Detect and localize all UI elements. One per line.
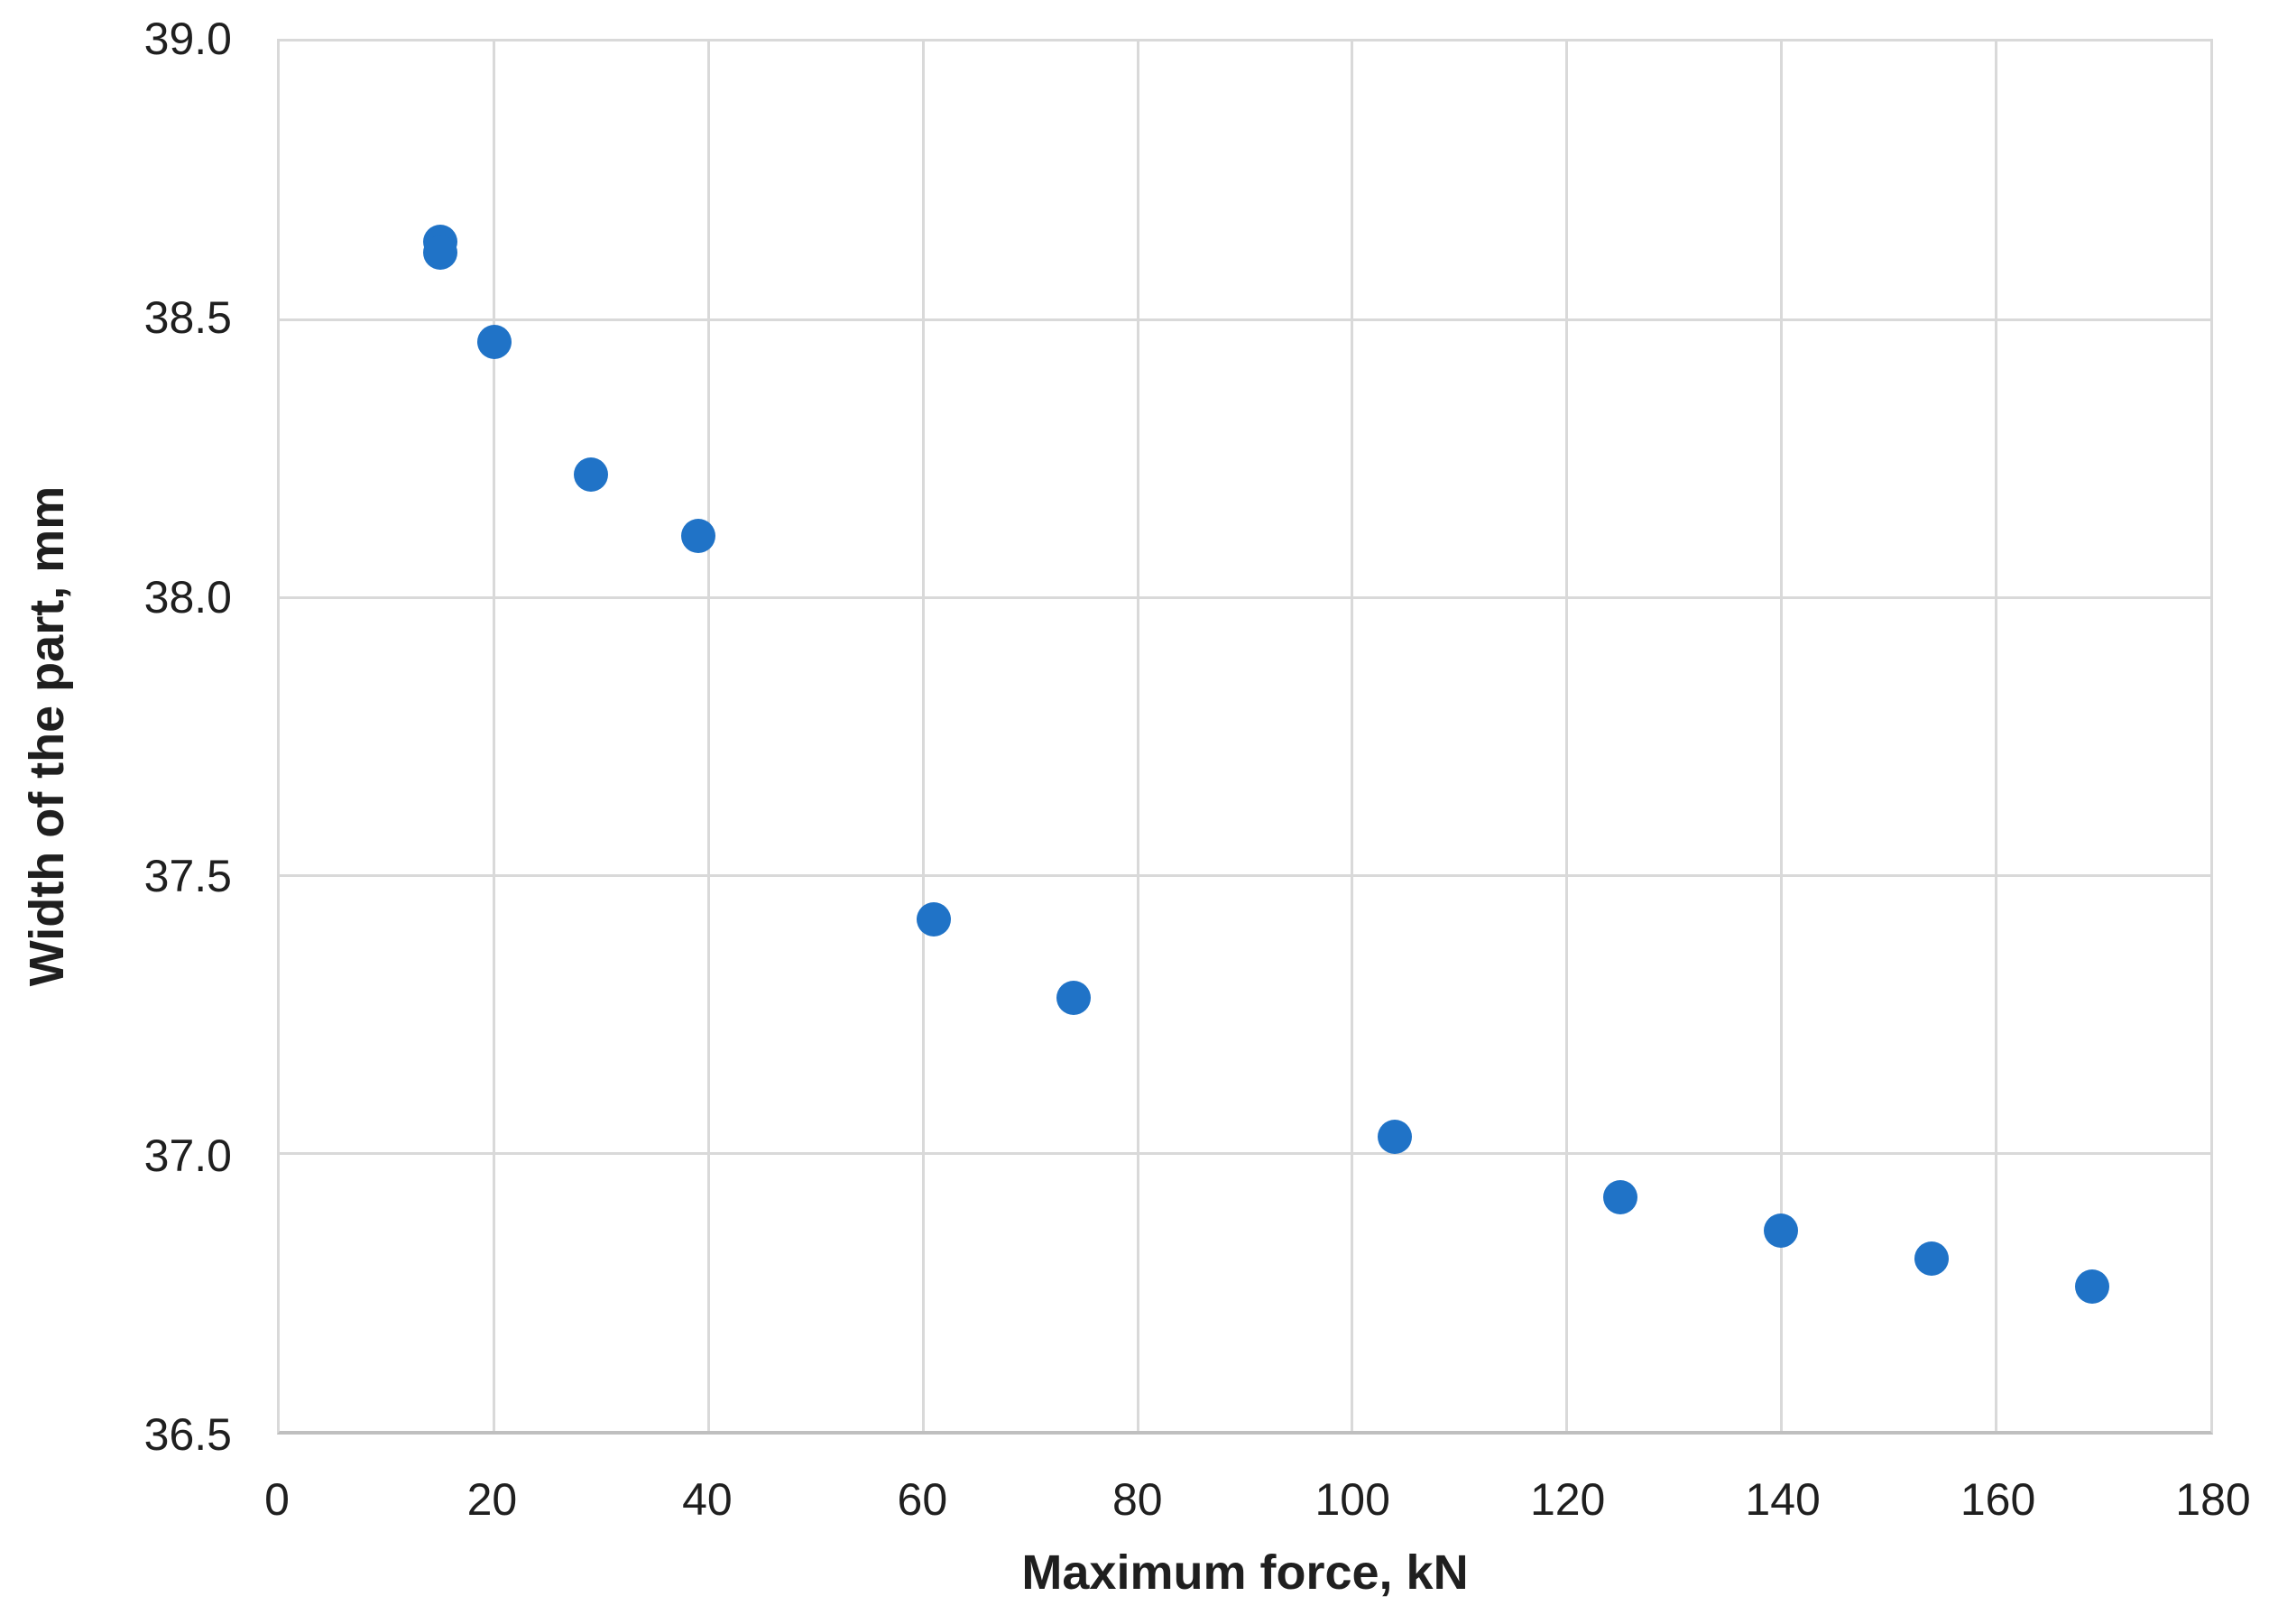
data-point (1056, 980, 1091, 1015)
x-tick-label: 60 (897, 1474, 948, 1525)
vertical-gridline (707, 42, 711, 1431)
x-tick-label: 20 (466, 1474, 518, 1525)
data-point (476, 324, 512, 359)
y-tick-label: 37.5 (143, 851, 232, 902)
horizontal-gridline (280, 595, 2210, 599)
data-point (917, 902, 952, 937)
vertical-gridline (1565, 42, 1569, 1431)
data-point (1603, 1180, 1638, 1215)
horizontal-gridline (280, 318, 2210, 321)
y-tick-label: 37.0 (143, 1130, 232, 1181)
x-axis-title: Maximum force, kN (1021, 1546, 1469, 1600)
horizontal-gridline (280, 1151, 2210, 1155)
x-tick-label: 0 (264, 1474, 290, 1525)
data-point (423, 235, 458, 271)
x-tick-label: 180 (2175, 1474, 2251, 1525)
y-tick-label: 38.0 (143, 571, 232, 623)
x-tick-label: 40 (682, 1474, 733, 1525)
data-point (1764, 1213, 1799, 1249)
vertical-gridline (1779, 42, 1783, 1431)
data-point (573, 457, 608, 493)
plot-area (277, 39, 2213, 1435)
data-point (680, 519, 715, 554)
data-point (2075, 1269, 2110, 1304)
horizontal-gridline (280, 873, 2210, 877)
x-tick-label: 100 (1314, 1474, 1390, 1525)
vertical-gridline (1994, 42, 1997, 1431)
vertical-gridline (1136, 42, 1139, 1431)
vertical-gridline (921, 42, 925, 1431)
data-point (1914, 1241, 1949, 1277)
vertical-gridline (493, 42, 496, 1431)
y-tick-label: 36.5 (143, 1409, 232, 1460)
vertical-gridline (1351, 42, 1354, 1431)
x-tick-label: 140 (1745, 1474, 1821, 1525)
y-tick-label: 39.0 (143, 14, 232, 64)
data-point (1378, 1119, 1413, 1154)
y-tick-label: 38.5 (143, 292, 232, 344)
x-tick-label: 80 (1111, 1474, 1163, 1525)
x-tick-label: 120 (1529, 1474, 1606, 1525)
x-tick-label: 160 (1960, 1474, 2036, 1525)
y-axis-title: Width of the part, mm (20, 485, 74, 987)
